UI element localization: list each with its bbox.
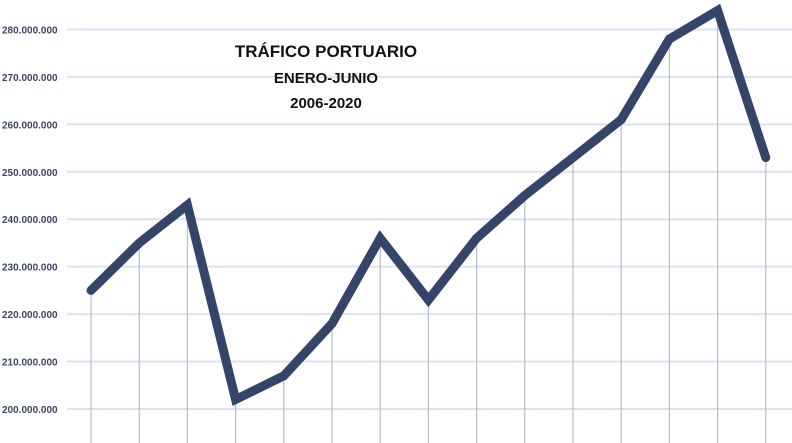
- y-tick-label: 250.000.000: [2, 168, 58, 179]
- series-line-layer: [86, 3, 771, 407]
- y-tick-label: 240.000.000: [2, 215, 58, 226]
- chart-subtitle-years: 2006-2020: [290, 95, 362, 112]
- y-tick-label: 220.000.000: [2, 310, 58, 321]
- y-tick-label: 260.000.000: [2, 120, 58, 131]
- chart-title-block: TRÁFICO PORTUARIO ENERO-JUNIO 2006-2020: [235, 42, 417, 112]
- y-tick-label: 200.000.000: [2, 405, 58, 416]
- y-tick-label: 210.000.000: [2, 358, 58, 369]
- y-axis-ticks: 200.000.000 210.000.000 220.000.000 230.000…: [2, 25, 58, 416]
- series-line: [86, 3, 771, 407]
- y-tick-label: 270.000.000: [2, 73, 58, 84]
- chart-title: TRÁFICO PORTUARIO: [235, 42, 417, 61]
- y-tick-label: 230.000.000: [2, 263, 58, 274]
- drop-lines: [90, 10, 767, 443]
- chart-subtitle-period: ENERO-JUNIO: [274, 70, 379, 87]
- y-tick-label: 280.000.000: [2, 25, 58, 36]
